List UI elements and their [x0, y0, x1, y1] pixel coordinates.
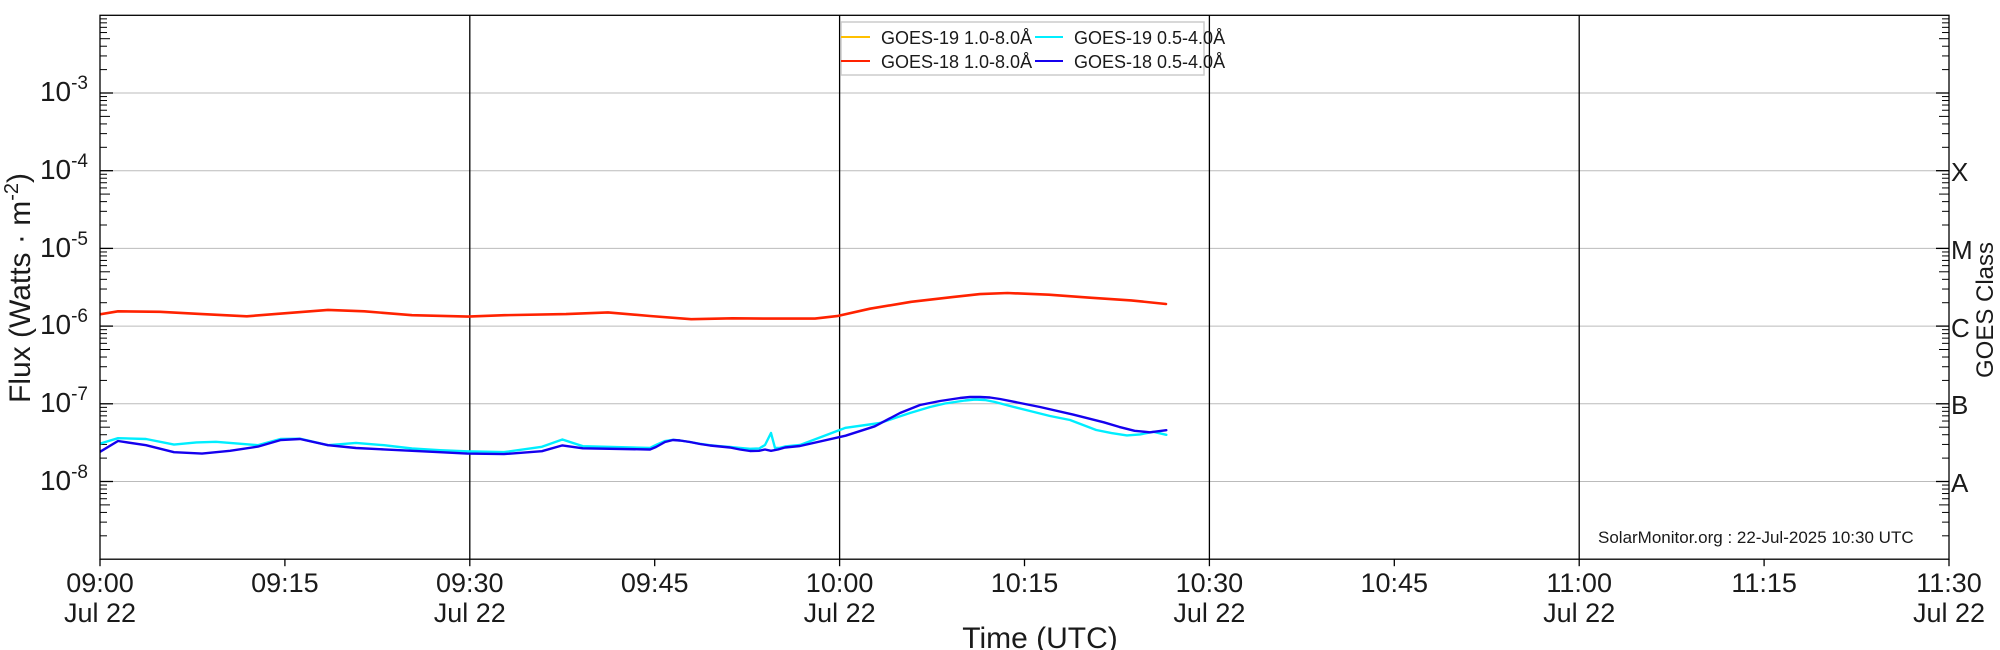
- svg-text:Jul 22: Jul 22: [1913, 598, 1985, 628]
- svg-text:GOES-18 1.0-8.0Å: GOES-18 1.0-8.0Å: [881, 52, 1032, 72]
- svg-text:SolarMonitor.org : 22-Jul-2025: SolarMonitor.org : 22-Jul-2025 10:30 UTC: [1598, 528, 1914, 547]
- svg-text:10:15: 10:15: [991, 568, 1059, 598]
- svg-text:Flux (Watts · m-2): Flux (Watts · m-2): [1, 173, 37, 403]
- svg-text:11:00: 11:00: [1546, 568, 1612, 598]
- svg-text:B: B: [1951, 390, 1968, 420]
- svg-text:GOES-19 1.0-8.0Å: GOES-19 1.0-8.0Å: [881, 28, 1032, 48]
- svg-text:10:30: 10:30: [1176, 568, 1244, 598]
- svg-text:Jul 22: Jul 22: [434, 598, 506, 628]
- svg-text:Jul 22: Jul 22: [64, 598, 136, 628]
- svg-text:09:30: 09:30: [436, 568, 504, 598]
- svg-text:A: A: [1951, 468, 1969, 498]
- svg-text:Jul 22: Jul 22: [804, 598, 876, 628]
- svg-text:11:30: 11:30: [1916, 568, 1982, 598]
- svg-text:09:45: 09:45: [621, 568, 689, 598]
- svg-text:X: X: [1951, 157, 1968, 187]
- svg-text:Jul 22: Jul 22: [1543, 598, 1615, 628]
- svg-text:GOES Class: GOES Class: [1972, 242, 1999, 378]
- svg-text:10:00: 10:00: [806, 568, 874, 598]
- svg-text:Time (UTC): Time (UTC): [962, 622, 1118, 650]
- svg-text:10:45: 10:45: [1361, 568, 1429, 598]
- svg-text:GOES-19 0.5-4.0Å: GOES-19 0.5-4.0Å: [1074, 28, 1225, 48]
- svg-text:11:15: 11:15: [1731, 568, 1797, 598]
- svg-text:GOES-18 0.5-4.0Å: GOES-18 0.5-4.0Å: [1074, 52, 1225, 72]
- svg-text:09:15: 09:15: [251, 568, 319, 598]
- svg-text:09:00: 09:00: [66, 568, 134, 598]
- svg-text:Jul 22: Jul 22: [1173, 598, 1245, 628]
- svg-text:C: C: [1951, 313, 1970, 343]
- svg-text:M: M: [1951, 235, 1973, 265]
